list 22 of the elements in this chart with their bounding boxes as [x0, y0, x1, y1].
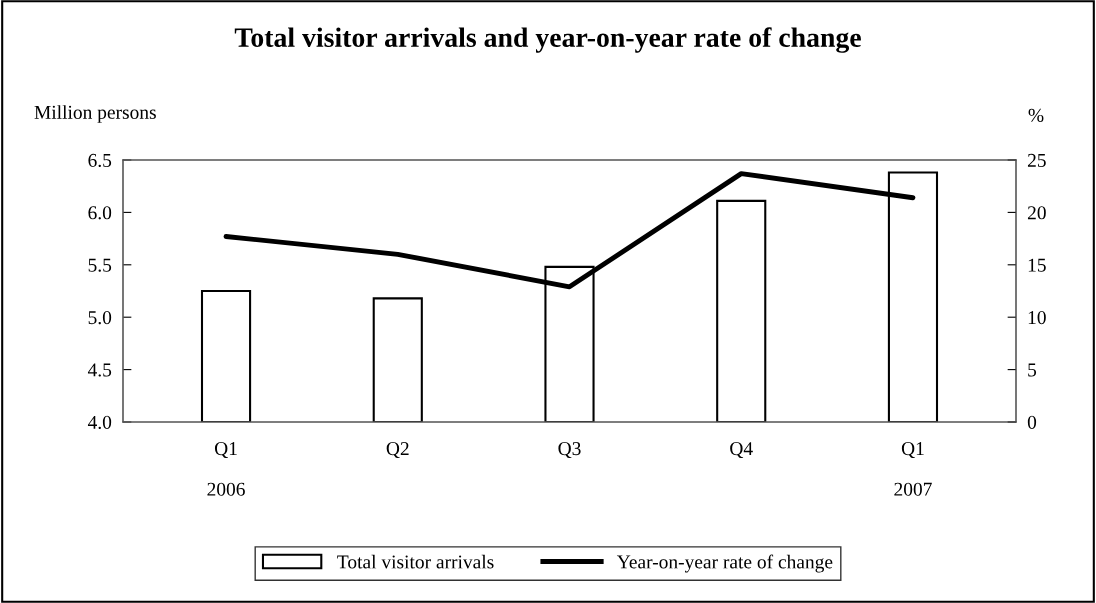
x-tick-label: Q4: [730, 442, 753, 459]
y-tick-label: 5.5: [88, 258, 112, 272]
y2-tick-label: 5: [1028, 363, 1037, 377]
legend-label: Total visitor arrivals: [337, 554, 494, 569]
y-tick-label: 5.0: [88, 311, 112, 325]
y2-tick-label: 0: [1027, 415, 1037, 429]
y-tick-label: 4.5: [87, 363, 112, 377]
y2-tick-label: 15: [1028, 258, 1046, 272]
y2-axis-title: %: [1028, 108, 1044, 122]
category-label: Q1 2007: [894, 442, 932, 496]
y2-tick-label: 10: [1028, 311, 1046, 325]
x-tick-label: Q2: [386, 442, 409, 459]
y2-tick-label: 20: [1027, 206, 1046, 220]
y-tick-label: 6.0: [88, 206, 112, 220]
x-tick-label: Q3: [558, 442, 581, 459]
chart-title: Total visitor arrivals and year-on-year rate of change: [234, 27, 861, 53]
y-tick-label: 6.5: [88, 153, 112, 168]
y-tick-label: 4.0: [87, 415, 112, 430]
y-axis-title: Million persons: [34, 105, 156, 123]
y2-tick-label: 25: [1027, 153, 1046, 167]
legend-label: Year-on-year rate of change: [616, 554, 833, 573]
category-label: Q1 2006: [207, 442, 245, 496]
